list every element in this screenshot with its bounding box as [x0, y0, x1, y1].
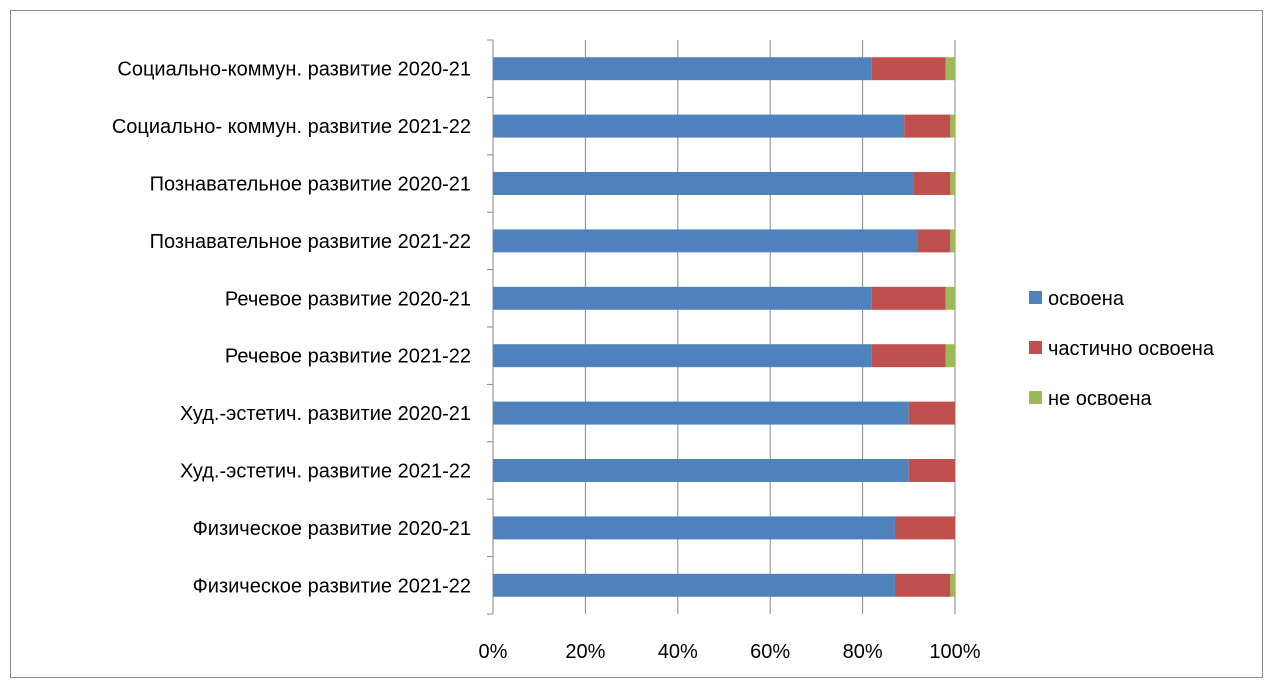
category-label: Социально- коммун. развитие 2021-22: [112, 116, 471, 138]
bar-segment: [950, 172, 955, 195]
bar-segment: [913, 172, 951, 195]
bar-segment: [493, 573, 895, 597]
bar-segment: [493, 344, 872, 368]
bar-segment: [871, 57, 946, 81]
x-tick-label: 100%: [929, 641, 980, 663]
category-label: Физическое развитие 2020-21: [193, 518, 471, 540]
bar-segment: [493, 516, 895, 540]
bar-segment: [493, 401, 909, 425]
bar-segment: [493, 229, 919, 253]
legend-label: освоена: [1048, 288, 1125, 310]
category-label: Худ.-эстетич. развитие 2020-21: [180, 403, 471, 425]
legend-swatch: [1029, 291, 1042, 304]
category-label: Социально-коммун. развитие 2020-21: [117, 59, 471, 81]
bar-segment: [493, 286, 872, 310]
labels: 0% 20% 40% 60% 80% 100% Социально-коммун. разв…: [112, 59, 981, 663]
bar-segment: [908, 401, 955, 425]
bar-segment: [904, 114, 951, 138]
category-label: Речевое развитие 2020-21: [225, 288, 471, 310]
bar-segment: [908, 459, 955, 482]
bars: [493, 57, 955, 597]
x-tick-label: 60%: [750, 641, 790, 663]
legend-swatch: [1029, 341, 1042, 354]
bar-segment: [894, 516, 955, 540]
bar-segment: [493, 459, 909, 482]
axes: [487, 39, 494, 615]
bar-segment: [945, 344, 955, 368]
bar-segment: [894, 573, 951, 597]
x-tick-label: 80%: [843, 641, 883, 663]
legend: освоена частично освоена не освоена: [1029, 288, 1215, 410]
category-label: Познавательное развитие 2021-22: [150, 231, 471, 253]
bar-segment: [871, 344, 946, 368]
category-label: Худ.-эстетич. развитие 2021-22: [180, 461, 471, 483]
bar-segment: [950, 114, 955, 138]
x-tick-label: 40%: [658, 641, 698, 663]
legend-label: не освоена: [1048, 388, 1153, 410]
bar-segment: [493, 172, 914, 195]
category-label: Познавательное развитие 2020-21: [150, 174, 471, 196]
category-label: Речевое развитие 2021-22: [225, 346, 471, 368]
x-tick-label: 20%: [565, 641, 605, 663]
legend-label: частично освоена: [1048, 338, 1215, 360]
bar-segment: [871, 286, 946, 310]
legend-swatch: [1029, 391, 1042, 404]
bar-segment: [945, 286, 955, 310]
x-tick-label: 0%: [479, 641, 508, 663]
bar-segment: [493, 57, 872, 81]
category-label: Физическое развитие 2021-22: [193, 575, 471, 597]
bar-segment: [950, 573, 955, 597]
bar-segment: [945, 57, 955, 81]
bar-segment: [950, 229, 955, 253]
bar-segment: [493, 114, 905, 138]
bar-segment: [918, 229, 951, 253]
